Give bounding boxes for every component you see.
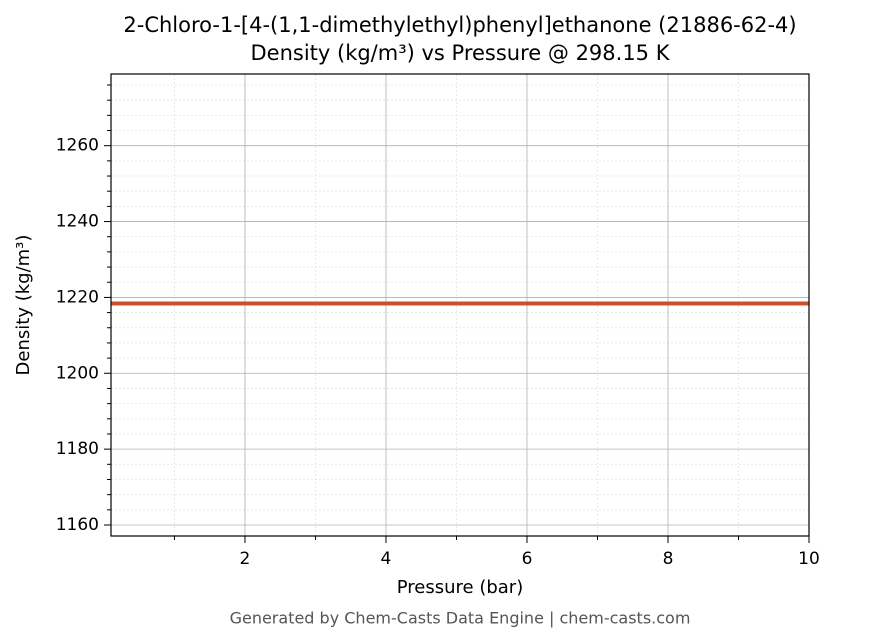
y-tick-label: 1260 xyxy=(56,136,99,156)
x-tick-label: 10 xyxy=(798,549,820,569)
x-tick-label: 8 xyxy=(663,549,674,569)
y-axis-label: Density (kg/m³) xyxy=(13,235,34,376)
chart-subtitle: Density (kg/m³) vs Pressure @ 298.15 K xyxy=(250,41,670,65)
y-tick-label: 1200 xyxy=(56,363,99,383)
plot-frame xyxy=(110,73,810,537)
y-tick-label: 1160 xyxy=(56,515,99,535)
x-tick-label: 6 xyxy=(522,549,533,569)
y-tick-label: 1180 xyxy=(56,439,99,459)
y-tick-label: 1220 xyxy=(56,287,99,307)
footer: Generated by Chem-Casts Data Engine | ch… xyxy=(230,609,691,628)
x-axis-label: Pressure (bar) xyxy=(397,577,523,598)
y-tick-label: 1240 xyxy=(56,212,99,232)
x-tick-label: 4 xyxy=(381,549,392,569)
x-tick-label: 2 xyxy=(240,549,251,569)
chart-title: 2-Chloro-1-[4-(1,1-dimethylethyl)phenyl]… xyxy=(123,13,796,37)
